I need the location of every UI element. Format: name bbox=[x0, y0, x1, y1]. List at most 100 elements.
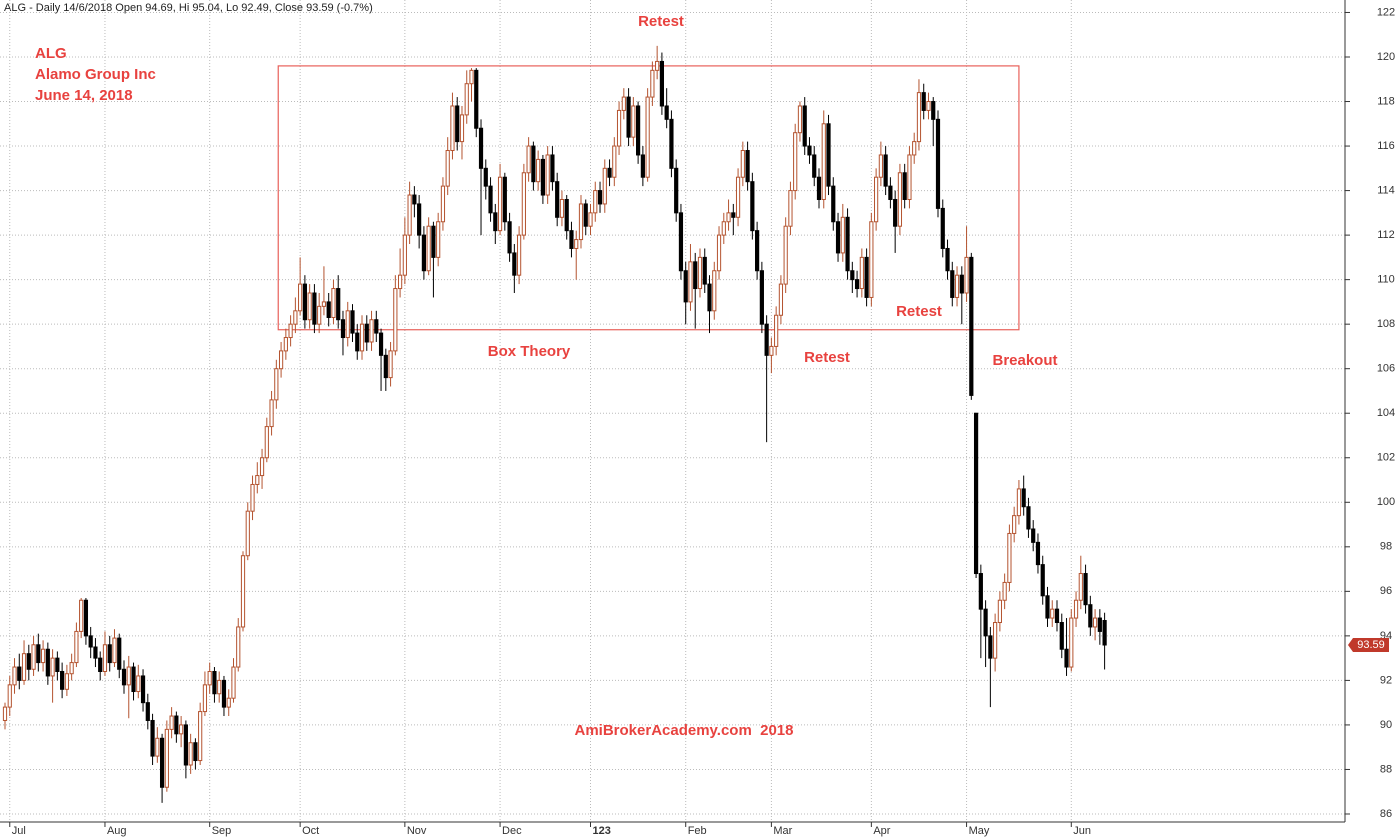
candle-body bbox=[397, 274, 403, 290]
y-tick-label: 102 bbox=[1377, 452, 1395, 464]
candle-body bbox=[693, 261, 698, 290]
candle-body bbox=[283, 337, 288, 352]
candle-body bbox=[302, 283, 307, 321]
candle-body bbox=[517, 234, 522, 276]
candle-body bbox=[117, 637, 122, 670]
candle-body bbox=[31, 644, 36, 670]
candle-body bbox=[783, 225, 788, 285]
candle-body bbox=[193, 742, 198, 762]
candle-body bbox=[802, 105, 807, 147]
x-tick-label: Mar bbox=[773, 825, 792, 837]
candle-body bbox=[1002, 581, 1007, 601]
candle-body bbox=[1078, 573, 1083, 601]
candle-body bbox=[1064, 648, 1069, 668]
candle-body bbox=[93, 646, 98, 659]
candle-body bbox=[945, 247, 950, 272]
candle-body bbox=[112, 637, 117, 664]
y-tick-label: 112 bbox=[1377, 229, 1395, 241]
candle-body bbox=[940, 207, 945, 249]
candle-body bbox=[559, 198, 565, 218]
candle-body bbox=[440, 185, 446, 223]
title-line: ALG bbox=[35, 45, 67, 62]
candle-body bbox=[902, 172, 907, 200]
candle-body bbox=[526, 145, 531, 174]
candle-body bbox=[474, 69, 479, 129]
candle-body bbox=[383, 354, 388, 379]
candle-body bbox=[550, 154, 555, 183]
y-tick-label: 86 bbox=[1380, 808, 1392, 820]
annotation: AmiBrokerAcademy.com 2018 bbox=[575, 722, 794, 739]
candle-body bbox=[17, 666, 22, 681]
candle-body bbox=[645, 96, 650, 178]
candle-body bbox=[678, 212, 684, 272]
candle-body bbox=[1012, 515, 1017, 534]
candle-body bbox=[683, 270, 688, 303]
x-tick-label: Apr bbox=[873, 825, 890, 837]
annotation: Box Theory bbox=[488, 343, 571, 360]
candle-body bbox=[469, 69, 474, 85]
candle-body bbox=[536, 158, 541, 183]
candle-body bbox=[545, 154, 550, 196]
candle-body bbox=[264, 426, 269, 459]
candle-body bbox=[540, 158, 546, 196]
candle-body bbox=[145, 702, 150, 721]
y-tick-label: 88 bbox=[1380, 763, 1392, 775]
candle-body bbox=[650, 69, 655, 98]
candle-body bbox=[745, 150, 750, 183]
candle-body bbox=[36, 644, 41, 664]
y-tick-label: 108 bbox=[1377, 318, 1395, 330]
candle-body bbox=[155, 737, 160, 757]
candle-body bbox=[1035, 541, 1041, 566]
y-tick-label: 96 bbox=[1380, 585, 1392, 597]
x-tick-label: Nov bbox=[407, 825, 427, 837]
candle-body bbox=[502, 176, 507, 223]
x-tick-label: 123 bbox=[593, 825, 611, 837]
candle-body bbox=[45, 648, 50, 677]
candle-body bbox=[959, 274, 964, 294]
candle-body bbox=[978, 573, 983, 610]
y-tick-label: 110 bbox=[1377, 274, 1395, 286]
candle-body bbox=[102, 644, 108, 672]
candle-body bbox=[426, 225, 431, 272]
candle-body bbox=[512, 252, 517, 276]
candle-body bbox=[445, 150, 450, 187]
y-tick-label: 92 bbox=[1380, 674, 1392, 686]
candle-body bbox=[412, 194, 417, 205]
candle-body bbox=[374, 319, 379, 334]
candle-body bbox=[850, 270, 855, 281]
candle-body bbox=[688, 261, 693, 303]
candle-body bbox=[69, 662, 74, 675]
candle-body bbox=[340, 319, 346, 339]
candle-body bbox=[750, 181, 755, 232]
candle-body bbox=[883, 154, 888, 187]
candle-body bbox=[250, 483, 255, 512]
y-tick-label: 120 bbox=[1377, 51, 1395, 63]
candle-body bbox=[859, 256, 864, 290]
candle-body bbox=[797, 105, 803, 134]
candle-body bbox=[355, 332, 360, 352]
candle-body bbox=[1083, 573, 1088, 606]
candle-body bbox=[417, 203, 422, 236]
candle-body bbox=[174, 715, 179, 735]
candle-body bbox=[807, 145, 812, 156]
y-tick-label: 122 bbox=[1377, 6, 1395, 18]
candle-body bbox=[926, 101, 931, 111]
candle-body bbox=[712, 270, 717, 312]
candle-body bbox=[697, 256, 703, 290]
candle-body bbox=[659, 60, 665, 107]
candle-body bbox=[164, 728, 169, 788]
candle-body bbox=[40, 648, 46, 664]
candle-body bbox=[1092, 617, 1098, 628]
candle-body bbox=[612, 145, 617, 178]
candle-body bbox=[288, 323, 293, 339]
candle-body bbox=[255, 475, 260, 485]
candle-body bbox=[893, 198, 898, 227]
candle-body bbox=[788, 190, 793, 227]
candle-body bbox=[607, 167, 612, 178]
x-tick-label: Sep bbox=[212, 825, 232, 837]
candle-body bbox=[1021, 488, 1026, 508]
candle-body bbox=[140, 675, 146, 704]
candle-body bbox=[716, 234, 722, 272]
candle-body bbox=[212, 670, 217, 695]
